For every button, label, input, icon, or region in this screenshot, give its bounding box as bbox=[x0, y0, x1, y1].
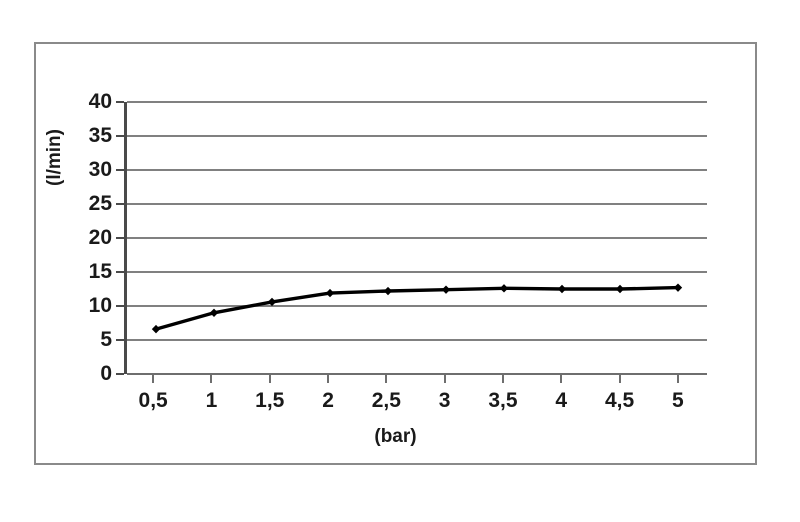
data-point-marker bbox=[267, 297, 277, 307]
gridline bbox=[127, 373, 707, 375]
data-point-marker bbox=[499, 284, 509, 293]
y-axis-tick bbox=[116, 339, 124, 341]
data-point-marker bbox=[325, 288, 335, 298]
x-axis-tick bbox=[560, 374, 563, 383]
x-axis-tick-label: 0,5 bbox=[138, 389, 168, 412]
y-axis-tick bbox=[116, 203, 124, 205]
y-axis-tick-label: 40 bbox=[88, 90, 112, 113]
x-axis-tick bbox=[268, 374, 271, 383]
x-axis-tick bbox=[618, 374, 621, 383]
gridline bbox=[127, 203, 707, 205]
y-axis-tick bbox=[116, 271, 124, 273]
x-axis-tick-label: 4,5 bbox=[604, 389, 635, 412]
y-axis-tick bbox=[116, 169, 124, 171]
x-axis-tick bbox=[501, 374, 504, 383]
gridline bbox=[127, 339, 707, 341]
x-axis-tick-label: 2 bbox=[322, 389, 334, 412]
data-point-marker bbox=[209, 308, 219, 317]
x-axis-tick-label: 1,5 bbox=[255, 389, 285, 412]
gridline bbox=[127, 169, 707, 171]
gridline bbox=[127, 271, 707, 273]
data-point-marker bbox=[151, 324, 161, 334]
gridline bbox=[127, 305, 707, 307]
x-axis-tick-label: 3 bbox=[438, 389, 451, 412]
line-chart: (l/min) 0 5 10 15 20 25 30 35 40 0,5 1 1,5 2 2,5 3 3,5… bbox=[36, 44, 755, 463]
series-line bbox=[154, 285, 680, 331]
y-axis-tick-label: 0 bbox=[100, 362, 112, 385]
x-axis-tick bbox=[152, 374, 155, 383]
y-axis-tick-label: 25 bbox=[88, 192, 112, 215]
y-axis-tick bbox=[116, 101, 124, 103]
y-axis-tick-label: 10 bbox=[88, 294, 112, 317]
x-axis-tick bbox=[385, 374, 388, 383]
gridline bbox=[127, 135, 707, 137]
x-axis-tick bbox=[443, 374, 446, 383]
y-axis-tick bbox=[116, 135, 124, 137]
data-point-marker bbox=[673, 283, 683, 292]
x-axis-tick-label: 5 bbox=[672, 389, 684, 412]
y-axis-tick-label: 5 bbox=[100, 328, 112, 351]
y-axis-tick bbox=[116, 237, 124, 239]
x-axis-tick-label: 1 bbox=[205, 389, 218, 412]
x-axis-title: (bar) bbox=[374, 426, 417, 447]
y-axis-tick bbox=[116, 373, 124, 375]
y-axis-tick-label: 30 bbox=[88, 158, 112, 181]
gridline bbox=[127, 237, 707, 239]
data-point-marker bbox=[615, 284, 625, 294]
x-axis-tick bbox=[327, 374, 330, 383]
x-axis-tick-label: 3,5 bbox=[488, 389, 518, 412]
y-axis-tick-label: 20 bbox=[88, 226, 112, 249]
x-axis-tick-label: 4 bbox=[555, 389, 568, 412]
gridline bbox=[127, 101, 707, 103]
y-axis-tick bbox=[116, 305, 124, 307]
x-axis-tick bbox=[676, 374, 679, 383]
data-point-marker bbox=[383, 286, 393, 296]
plot-area bbox=[124, 101, 707, 375]
x-axis-tick-label: 2,5 bbox=[371, 389, 401, 412]
y-axis-title: (l/min) bbox=[44, 129, 65, 186]
y-axis-tick-label: 15 bbox=[88, 260, 112, 283]
data-series bbox=[151, 283, 683, 334]
x-axis-tick bbox=[210, 374, 213, 383]
data-point-marker bbox=[441, 285, 451, 294]
data-point-marker bbox=[557, 284, 567, 294]
figure-frame: (l/min) 0 5 10 15 20 25 30 35 40 0,5 1 1,5 2 2,5 3 3,5… bbox=[34, 42, 757, 465]
y-axis-tick-label: 35 bbox=[88, 124, 112, 147]
